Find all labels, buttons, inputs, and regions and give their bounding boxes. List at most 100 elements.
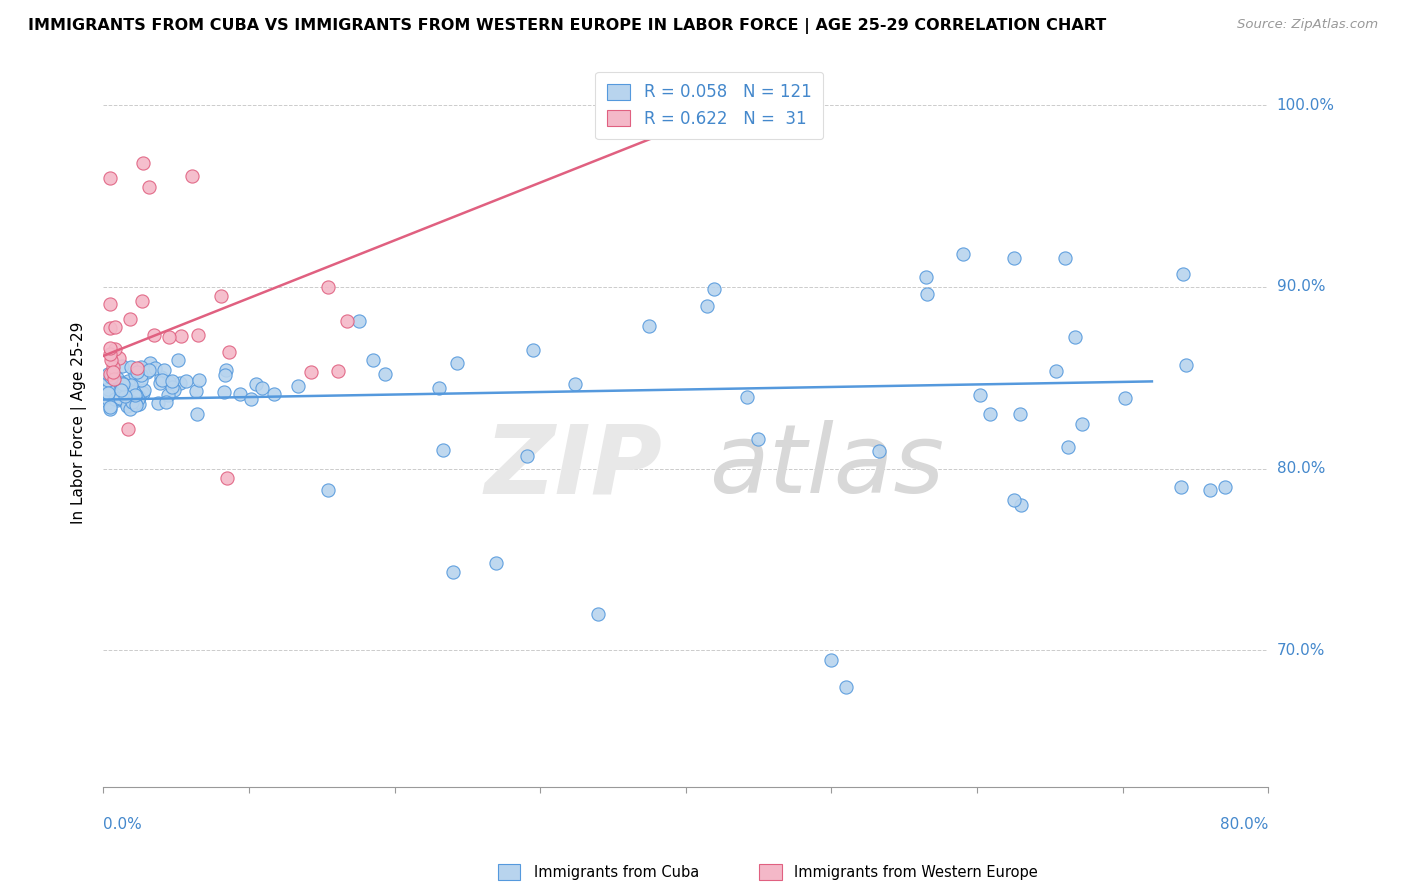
Point	[115, 399, 138, 413]
Point	[127, 365, 149, 379]
Point	[121, 374, 143, 388]
Point	[1002, 492, 1025, 507]
Point	[522, 343, 544, 357]
Text: 90.0%: 90.0%	[1277, 279, 1326, 294]
Point	[103, 369, 125, 384]
Point	[316, 483, 339, 498]
Point	[131, 386, 153, 401]
Point	[186, 328, 208, 343]
Text: 70.0%: 70.0%	[1277, 643, 1324, 658]
Point	[104, 320, 127, 334]
Point	[129, 360, 152, 375]
Point	[263, 387, 285, 401]
Point	[969, 388, 991, 402]
Point	[124, 388, 146, 402]
Point	[1199, 483, 1222, 498]
Text: 100.0%: 100.0%	[1277, 97, 1334, 112]
Point	[245, 376, 267, 391]
Point	[104, 368, 127, 383]
Point	[124, 396, 146, 410]
Text: Immigrants from Cuba: Immigrants from Cuba	[534, 865, 700, 880]
Point	[696, 300, 718, 314]
Point	[110, 384, 132, 398]
Point	[157, 375, 180, 389]
Point	[427, 381, 450, 395]
Point	[157, 330, 180, 344]
Point	[361, 353, 384, 368]
Point	[100, 401, 122, 416]
Point	[169, 376, 191, 391]
Point	[735, 390, 758, 404]
Point	[186, 407, 208, 421]
Point	[120, 360, 142, 375]
Point	[125, 387, 148, 401]
Point	[868, 444, 890, 458]
Point	[162, 374, 184, 388]
Point	[117, 422, 139, 436]
Point	[103, 365, 125, 379]
Point	[131, 156, 153, 170]
Point	[125, 399, 148, 413]
Text: IMMIGRANTS FROM CUBA VS IMMIGRANTS FROM WESTERN EUROPE IN LABOR FORCE | AGE 25-2: IMMIGRANTS FROM CUBA VS IMMIGRANTS FROM …	[28, 18, 1107, 34]
Point	[125, 361, 148, 376]
Point	[1213, 480, 1236, 494]
Point	[979, 407, 1001, 421]
Point	[148, 376, 170, 390]
Point	[108, 351, 131, 365]
Point	[103, 372, 125, 386]
Text: atlas: atlas	[709, 420, 943, 514]
Point	[124, 368, 146, 382]
Point	[287, 379, 309, 393]
Text: ZIP: ZIP	[485, 420, 662, 514]
Point	[326, 364, 349, 378]
Point	[347, 314, 370, 328]
Point	[138, 179, 160, 194]
Point	[110, 377, 132, 392]
Point	[1070, 417, 1092, 432]
Text: 0.0%: 0.0%	[103, 817, 142, 832]
Text: Immigrants from Western Europe: Immigrants from Western Europe	[794, 865, 1038, 880]
Point	[127, 392, 149, 406]
Point	[100, 320, 122, 334]
Point	[214, 368, 236, 382]
Point	[135, 366, 157, 380]
Point	[336, 313, 359, 327]
Point	[1002, 251, 1025, 265]
Point	[301, 365, 323, 379]
Point	[1114, 391, 1136, 405]
Point	[1045, 364, 1067, 378]
Point	[485, 556, 508, 570]
Point	[97, 372, 120, 386]
Text: Source: ZipAtlas.com: Source: ZipAtlas.com	[1237, 18, 1378, 31]
Point	[114, 388, 136, 402]
Point	[100, 353, 122, 368]
Point	[150, 370, 173, 384]
Point	[100, 341, 122, 355]
Point	[184, 384, 207, 398]
Text: 80.0%: 80.0%	[1220, 817, 1268, 832]
Legend: R = 0.058   N = 121, R = 0.622   N =  31: R = 0.058 N = 121, R = 0.622 N = 31	[595, 71, 823, 139]
Point	[212, 384, 235, 399]
Point	[121, 395, 143, 409]
Point	[129, 373, 152, 387]
Point	[105, 371, 128, 385]
Point	[432, 442, 454, 457]
Point	[97, 382, 120, 396]
Point	[115, 396, 138, 410]
Point	[218, 344, 240, 359]
Point	[1174, 358, 1197, 372]
Point	[318, 280, 340, 294]
Point	[1053, 251, 1076, 265]
Point	[240, 392, 263, 406]
Point	[638, 319, 661, 334]
Point	[564, 377, 586, 392]
Y-axis label: In Labor Force | Age 25-29: In Labor Force | Age 25-29	[72, 322, 87, 524]
Point	[132, 383, 155, 397]
Point	[1008, 407, 1031, 421]
Point	[112, 376, 135, 391]
Point	[180, 169, 202, 183]
Point	[117, 374, 139, 388]
Point	[100, 297, 122, 311]
Point	[250, 381, 273, 395]
Point	[516, 449, 538, 463]
